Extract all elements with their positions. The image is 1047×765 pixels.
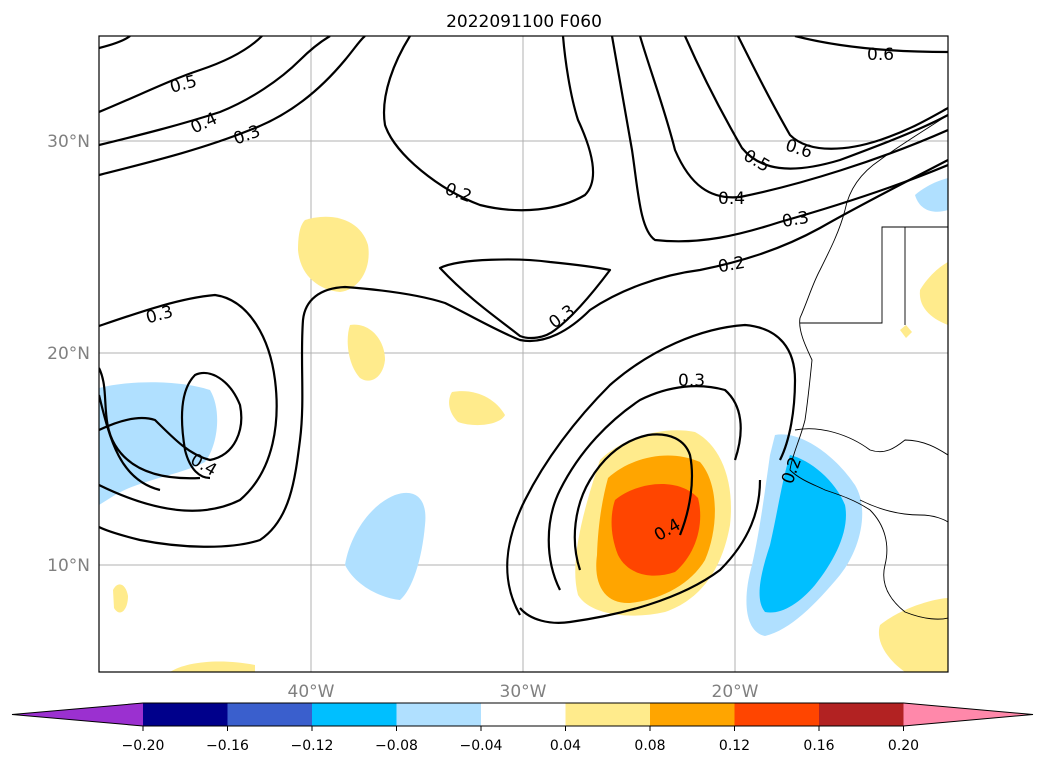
contour-0.6-ne <box>794 36 948 54</box>
contour-0.4-center <box>573 433 694 571</box>
contour-0.6-n <box>737 36 948 150</box>
svg-text:0.2: 0.2 <box>716 253 746 277</box>
colorbar-tick-label: −0.12 <box>291 738 334 754</box>
svg-text:0.6: 0.6 <box>867 45 894 65</box>
negative-anomaly-ne <box>915 178 948 212</box>
colorbar-extend-low <box>12 703 143 726</box>
colorbar-segment <box>734 703 820 726</box>
contour-0.3-main <box>99 367 201 480</box>
contour-0.5-n <box>683 36 948 170</box>
colorbar-tick-label: −0.20 <box>122 738 165 754</box>
lon-label-30w: 30°W <box>500 682 547 702</box>
contour-0.2-main <box>99 159 948 548</box>
contour-0.6-nw <box>99 36 131 50</box>
colorbar-segment <box>565 703 651 726</box>
svg-text:0.3: 0.3 <box>678 371 705 391</box>
latitude-labels: 30°N 20°N 10°N <box>47 132 90 576</box>
negative-anomaly-inner <box>759 455 846 613</box>
positive-anomaly-b <box>347 324 385 381</box>
colorbar-segment <box>819 703 904 726</box>
colorbar-tick-label: 0.20 <box>888 738 919 754</box>
svg-text:0.4: 0.4 <box>718 189 745 209</box>
contour-0.2-n <box>382 36 595 212</box>
contour-0.3-loop <box>99 394 161 492</box>
lat-label-10n: 10°N <box>47 556 90 576</box>
negative-anomaly-west <box>99 382 218 505</box>
contour-0.3-closed <box>438 258 612 340</box>
colorbar: −0.20 −0.16 −0.12 −0.08 −0.04 0.04 0.08 0.12 0.1… <box>11 702 1034 754</box>
contour-0.3-n <box>610 36 948 243</box>
svg-text:0.3: 0.3 <box>780 208 810 232</box>
lat-label-30n: 30°N <box>47 132 90 152</box>
contour-0.5-nw <box>99 36 263 114</box>
contours <box>99 36 948 624</box>
lon-label-20w: 20°W <box>712 682 759 702</box>
contour-0.4-n <box>638 36 948 199</box>
positive-anomaly-a <box>298 216 369 292</box>
positive-anomaly-c <box>449 391 505 426</box>
colorbar-tick-label: 0.08 <box>634 738 665 754</box>
map-area: 0.5 0.4 0.3 0.2 0.6 0.6 0.5 0.4 0.3 0.2 … <box>99 36 948 672</box>
positive-anomaly-e <box>878 598 948 672</box>
colorbar-tick-label: −0.08 <box>375 738 418 754</box>
colorbar-tick-label: −0.16 <box>206 738 249 754</box>
positive-anomaly-f <box>170 661 255 672</box>
colorbar-tick-label: 0.04 <box>550 738 581 754</box>
contour-0.3-nw <box>99 36 366 177</box>
positive-anomaly-d <box>919 262 948 325</box>
positive-anomaly-high <box>611 483 701 576</box>
longitude-labels: 40°W 30°W 20°W <box>288 682 759 702</box>
colorbar-segment <box>396 703 482 726</box>
svg-text:0.2: 0.2 <box>442 179 474 207</box>
contour-0.4-nw <box>99 36 331 147</box>
svg-text:0.3: 0.3 <box>545 301 579 333</box>
svg-text:0.3: 0.3 <box>144 302 175 328</box>
contour-0.2-mid <box>99 293 278 512</box>
colorbar-extend-high <box>903 703 1033 726</box>
lon-label-40w: 40°W <box>288 682 335 702</box>
contour-0.3-west <box>99 371 243 480</box>
contour-0.3-south <box>547 385 742 591</box>
contour-0.4-outer <box>519 479 762 624</box>
colorbar-tick-label: 0.12 <box>719 738 750 754</box>
colorbar-segment <box>481 703 566 726</box>
coastline <box>789 114 948 620</box>
colorbar-segment <box>312 703 397 726</box>
svg-text:0.6: 0.6 <box>783 136 815 163</box>
colorbar-segment <box>650 703 735 726</box>
colorbar-segment <box>227 703 313 726</box>
lat-label-20n: 20°N <box>47 344 90 364</box>
map-frame <box>98 35 949 673</box>
colorbar-tick-label: −0.04 <box>460 738 503 754</box>
negative-anomaly-central <box>345 492 426 600</box>
colorbar-segment <box>143 703 228 726</box>
map-title: 2022091100 F060 <box>446 12 602 32</box>
contour-0.2-south <box>506 323 797 616</box>
svg-text:0.5: 0.5 <box>168 71 199 97</box>
positive-anomaly-g <box>113 584 128 613</box>
colorbar-tick-label: 0.16 <box>803 738 834 754</box>
shaded-anomalies <box>99 178 948 672</box>
positive-anomaly-h <box>900 325 912 338</box>
gridlines <box>99 36 948 672</box>
